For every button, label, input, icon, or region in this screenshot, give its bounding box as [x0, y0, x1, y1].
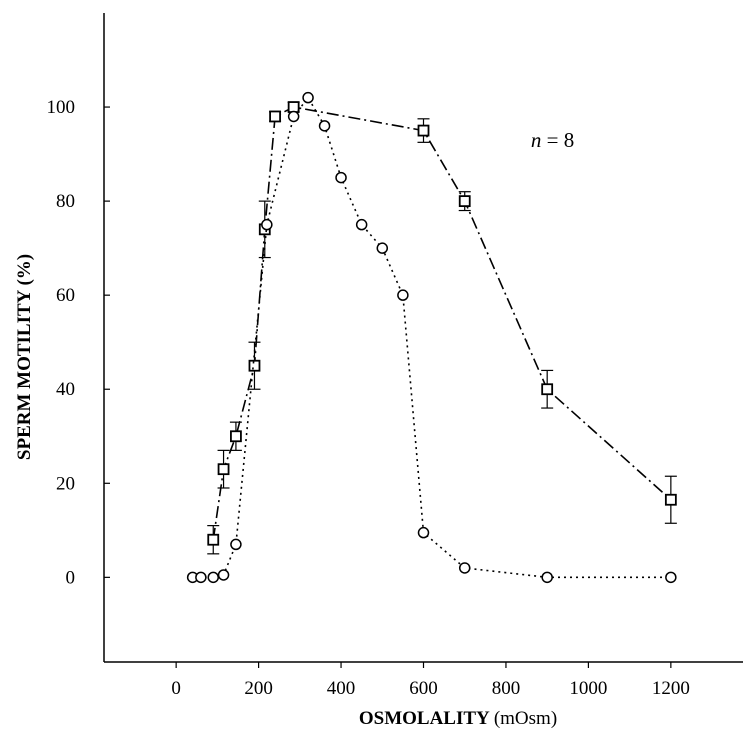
- y-tick-label: 100: [47, 97, 76, 118]
- x-axis-unit: (mOsm): [494, 708, 557, 729]
- x-tick-label: 1000: [569, 678, 607, 699]
- data-point-circle: [458, 562, 471, 574]
- x-tick-label: 400: [327, 678, 356, 699]
- axes: [103, 13, 743, 668]
- x-tick-label: 1200: [652, 678, 690, 699]
- y-tick-label: 80: [56, 191, 75, 212]
- data-point-square: [287, 101, 300, 113]
- y-tick-label: 20: [56, 473, 75, 494]
- data-point-circle: [230, 538, 242, 551]
- y-tick-label: 60: [56, 285, 75, 306]
- x-axis-label: OSMOLALITY: [359, 708, 490, 729]
- x-axis-title: OSMOLALITY (mOsm): [359, 708, 557, 729]
- data-point-square: [248, 359, 261, 372]
- data-point-circle: [261, 218, 273, 231]
- data-point-square: [207, 533, 220, 546]
- sample-size-annotation: n = 8: [531, 128, 574, 152]
- annotation-italic: n: [531, 128, 542, 152]
- series-square: [207, 101, 677, 555]
- y-axis-title: SPERM MOTILITY (%): [14, 254, 35, 460]
- data-point-circle: [207, 571, 219, 584]
- data-point-circle: [397, 289, 409, 301]
- data-point-square: [230, 430, 242, 443]
- y-tick-label: 0: [66, 567, 76, 588]
- data-point-square: [417, 124, 430, 137]
- series-line: [212, 106, 672, 540]
- data-point-circle: [217, 569, 230, 581]
- x-tick-label: 600: [409, 678, 438, 699]
- series-line: [192, 96, 671, 579]
- series-circle: [186, 91, 677, 584]
- data-point-square: [217, 463, 230, 476]
- data-point-circle: [287, 110, 300, 123]
- data-point-square: [269, 110, 281, 123]
- data-point-square: [458, 195, 471, 208]
- y-tick-label: 40: [56, 379, 75, 400]
- data-point-circle: [417, 526, 430, 539]
- data-point-circle: [318, 120, 331, 132]
- annotation-text: = 8: [541, 128, 574, 152]
- x-tick-label: 200: [244, 678, 273, 699]
- x-tick-label: 800: [492, 678, 521, 699]
- data-point-square: [664, 493, 677, 506]
- data-point-circle: [195, 571, 207, 584]
- series-layer: [186, 91, 677, 584]
- x-tick-label: 0: [171, 678, 181, 699]
- data-point-circle: [302, 91, 314, 104]
- data-point-circle: [355, 218, 368, 231]
- data-point-circle: [376, 242, 389, 254]
- data-point-circle: [335, 171, 347, 184]
- data-point-square: [541, 383, 554, 396]
- data-point-circle: [665, 571, 677, 584]
- data-point-circle: [541, 571, 553, 584]
